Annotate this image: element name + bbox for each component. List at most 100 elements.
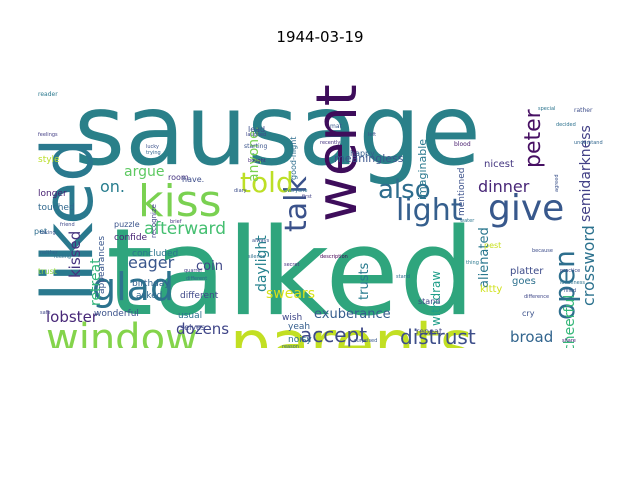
word-feelings: feelings [38, 132, 58, 138]
word-first: first [302, 194, 312, 200]
word-pest: pest [484, 241, 501, 250]
word-wish: wish [282, 313, 302, 323]
word-recently: recently [320, 140, 340, 146]
word-crossword: crossword [579, 225, 598, 306]
word-mat: mat [330, 123, 343, 130]
word-kissed: kissed [66, 231, 84, 278]
word-bought: bought [248, 158, 266, 164]
word-exuberance: exuberance [314, 307, 391, 322]
word-lead: lead [248, 125, 265, 134]
word-understand: understand [574, 140, 603, 146]
word-dozens: dozens [176, 320, 229, 338]
word-noisy: noisy [288, 335, 312, 345]
word-happy: happy [350, 149, 375, 158]
word-on: on. [100, 177, 125, 196]
word-trying: trying [146, 150, 161, 156]
word-practice: practice [560, 268, 580, 274]
word-kitty: kitty [480, 284, 502, 295]
word-special: special [538, 106, 555, 112]
word-asked: asked [136, 291, 162, 301]
word-cry: cry [522, 309, 535, 318]
word-wonderful: wonderful [94, 309, 139, 319]
word-eager: eager [128, 253, 175, 272]
word-swears: swears [266, 286, 315, 302]
word-brief: brief [170, 219, 182, 225]
word-room: room [168, 173, 189, 182]
word-appearances: appearances [97, 236, 107, 294]
word-reason: reason [282, 344, 299, 348]
word-accept: accept [300, 323, 367, 347]
word-trust: trust [38, 267, 57, 276]
word-friend: friend [60, 222, 75, 228]
word-thing: thing [466, 260, 479, 266]
word-filled: filled [564, 288, 576, 294]
word-safe: safe [40, 310, 51, 316]
word-reader: reader [38, 91, 58, 98]
word-surprised: surprised [354, 338, 377, 344]
word-meaningless: meaningless [334, 152, 404, 165]
word-cheerful: cheerful [562, 295, 578, 348]
word-window: window [46, 316, 198, 348]
word-because: because [532, 248, 553, 254]
page-title: 1944-03-19 [276, 28, 364, 46]
word-secret: secret [284, 262, 299, 268]
word-agreed: agreed [554, 174, 560, 192]
word-distrust: distrust [400, 325, 476, 348]
word-withdraw: withdraw [429, 271, 443, 326]
word-diary: diary [234, 188, 247, 194]
word-left: left [368, 132, 376, 138]
word-kiss: kiss [138, 176, 222, 227]
word-light: light [396, 193, 463, 228]
word-have: have. [182, 175, 204, 184]
word-puzzle: puzzle [114, 220, 140, 229]
word-nicest: nicest [484, 159, 514, 170]
word-different: different [180, 291, 219, 301]
word-rather: rather [574, 107, 593, 114]
word-taking: taking [40, 230, 56, 236]
word-platter: platter [510, 266, 544, 277]
word-birthday: birthday [132, 279, 170, 289]
word-feeling: feeling [54, 254, 71, 260]
word-confide: confide [114, 233, 148, 243]
word-pet: pet [34, 227, 47, 236]
word-lobster: lobster [46, 308, 99, 326]
word-sausage: sausage [74, 74, 481, 188]
word-went: went [305, 84, 370, 222]
word-stand: stand [418, 297, 440, 306]
word-alienated: alienated [477, 227, 492, 288]
word-peter: peter [521, 108, 546, 168]
word-starting: starting [244, 143, 267, 150]
word-decided: decided [556, 122, 576, 128]
word-selves: selves [180, 323, 205, 332]
word-stand: stand [396, 274, 410, 280]
word-liked: liked [34, 138, 109, 302]
word-also: also [378, 175, 431, 205]
word-loneliness: loneliness [560, 280, 585, 286]
word-quarrel: quarrel [184, 268, 202, 274]
word-blood: blood [454, 141, 471, 148]
word-difference: difference [524, 294, 549, 300]
word-afterward: afterward [144, 219, 226, 239]
word-glad: glad [92, 265, 174, 309]
word-argue: argue [124, 164, 164, 180]
word-usual: usual [178, 311, 202, 321]
word-always: always [252, 238, 270, 244]
word-anyone: anyone. [246, 126, 262, 182]
word-mentioned: mentioned [457, 168, 467, 217]
word-longer: longer [38, 189, 67, 199]
word-goes: goes [512, 276, 536, 287]
word-neither: neither [40, 250, 59, 256]
word-imaginable: imaginable [416, 139, 429, 200]
word-semidarkness: semidarkness [578, 125, 594, 222]
word-daylight: daylight [254, 235, 270, 292]
word-everyone: everyone [284, 188, 307, 194]
word-touched: touched [38, 203, 75, 213]
word-repeat: repeat [416, 327, 442, 336]
word-lucky: lucky [146, 144, 159, 150]
word-give: give [488, 188, 564, 229]
word-broad: broad [510, 328, 553, 346]
word-dinner: dinner [478, 177, 530, 196]
word-parents: parents [230, 308, 473, 348]
word-recognize: recognize [150, 204, 158, 238]
